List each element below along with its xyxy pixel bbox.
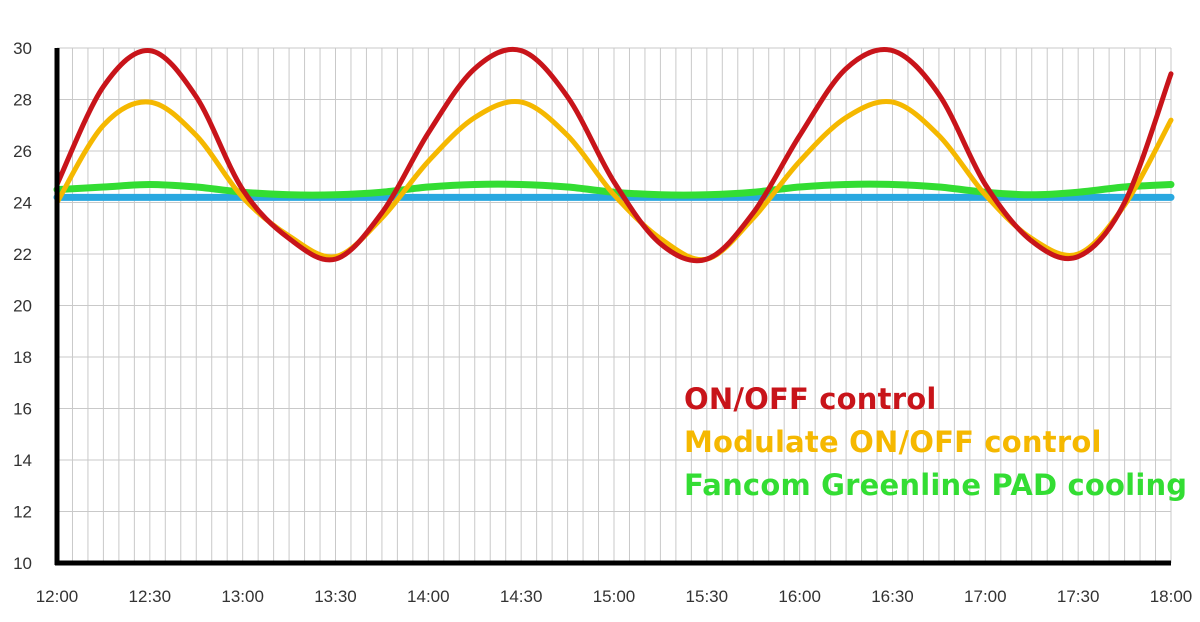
x-tick-label: 12:30	[129, 587, 172, 606]
y-tick-label: 18	[13, 348, 32, 367]
y-tick-label: 30	[13, 39, 32, 58]
x-tick-label: 15:00	[593, 587, 636, 606]
y-tick-label: 26	[13, 142, 32, 161]
x-tick-label: 15:30	[686, 587, 729, 606]
x-tick-label: 13:00	[221, 587, 264, 606]
y-tick-label: 22	[13, 245, 32, 264]
y-tick-label: 10	[13, 554, 32, 573]
legend-item-modulate-on-off-control: Modulate ON/OFF control	[684, 425, 1102, 459]
legend-item-fancom-greenline-pad-cooling: Fancom Greenline PAD cooling	[684, 468, 1188, 502]
y-tick-label: 12	[13, 503, 32, 522]
x-tick-label: 16:30	[871, 587, 914, 606]
x-tick-label: 14:30	[500, 587, 543, 606]
x-tick-label: 13:30	[314, 587, 357, 606]
x-tick-label: 17:30	[1057, 587, 1100, 606]
y-tick-label: 24	[13, 194, 32, 213]
grid-layer	[57, 47, 1172, 563]
series-line-modulate-on-off-control	[54, 99, 1174, 263]
x-tick-label: 14:00	[407, 587, 450, 606]
y-tick-label: 28	[13, 91, 32, 110]
series-layer	[53, 46, 1175, 264]
y-tick-label: 20	[13, 297, 32, 316]
x-tick-label: 17:00	[964, 587, 1007, 606]
y-tick-label: 14	[13, 451, 32, 470]
x-tick-label: 18:00	[1150, 587, 1193, 606]
series-line-on-off-control	[54, 46, 1174, 264]
x-tick-label: 12:00	[36, 587, 79, 606]
legend-item-on-off-control: ON/OFF control	[684, 382, 937, 416]
x-tick-labels: 12:00 12:30 13:00 13:30 14:00 14:30 15:00 15:30…	[36, 587, 1193, 606]
legend: ON/OFF control Modulate ON/OFF control F…	[684, 378, 1188, 507]
x-tick-label: 16:00	[778, 587, 821, 606]
y-tick-label: 16	[13, 400, 32, 419]
y-tick-labels: 10 12 14 16 18 20 22 24 26 28 30	[13, 39, 32, 573]
axis-layer	[54, 48, 1171, 566]
